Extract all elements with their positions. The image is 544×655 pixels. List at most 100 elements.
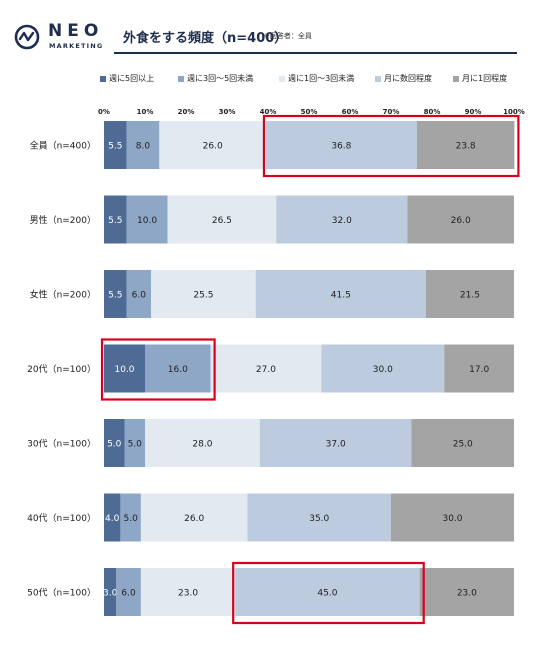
x-tick-label: 40% [260,108,277,116]
bar-value-label: 5.5 [108,142,122,152]
x-tick-label: 50% [301,108,318,116]
bar-value-label: 35.0 [309,514,329,524]
bar-value-label: 10.0 [137,216,157,226]
bar-value-label: 26.0 [451,216,471,226]
bar-value-label: 21.5 [460,291,480,301]
bar-value-label: 27.0 [256,365,276,375]
bar-value-label: 37.0 [326,440,346,450]
bar-segment [321,344,445,393]
legend-swatch [279,75,285,82]
bar-value-label: 5.5 [108,291,122,301]
bar-segment [419,568,514,616]
neo-logo-icon [14,24,40,50]
bar-segment [151,270,256,318]
respondent-note: ※回答者：全員 [264,32,312,40]
bar-segment [126,195,168,244]
bar-value-label: 30.0 [373,365,393,375]
bar-value-label: 4.0 [105,514,120,524]
bar-segment [276,195,408,244]
bar-value-label: 6.0 [132,291,147,301]
legend-label: 週に5回以上 [109,74,155,83]
bar-segment [407,195,514,244]
bar-segment [104,344,145,393]
bar-segment [425,270,514,318]
bar-value-label: 5.0 [123,514,138,524]
highlight-box [262,114,520,178]
bar-value-label: 32.0 [332,216,352,226]
bar-value-label: 6.0 [121,589,136,599]
legend-item: 週に1回～3回未満 [279,73,354,84]
bar-value-label: 23.0 [178,589,198,599]
bar-segment [411,419,514,467]
legend-swatch [178,75,184,82]
legend-item: 週に3回～5回未満 [178,73,253,84]
x-tick-label: 30% [219,108,236,116]
bar-value-label: 23.8 [456,142,476,152]
legend-swatch [100,75,106,82]
x-tick-label: 0% [98,108,110,116]
x-tick-label: 10% [137,108,154,116]
legend-label: 月に数回程度 [384,74,432,83]
bar-value-label: 45.0 [317,589,337,599]
x-tick-label: 100% [503,108,525,116]
bar-value-label: 25.0 [453,440,473,450]
legend-label: 月に1回程度 [462,74,508,83]
legend: 週に5回以上 週に3回～5回未満 週に1回～3回未満 月に数回程度 月に1回程度 [100,73,530,87]
bar-value-label: 25.5 [193,291,213,301]
x-tick-label: 20% [178,108,195,116]
legend-swatch [453,75,459,82]
bar-value-label: 5.0 [107,440,122,450]
bar-value-label: 23.0 [457,589,477,599]
legend-label: 週に3回～5回未満 [187,74,254,83]
legend-swatch [375,75,381,82]
bar-segment [145,419,260,467]
bar-segment [247,493,391,542]
bar-segment [126,121,160,169]
bar-segment [265,121,417,169]
bar-segment [444,344,514,393]
bar-value-label: 28.0 [192,440,212,450]
legend-item: 週に5回以上 [100,73,154,84]
bar-segment [235,568,420,616]
highlight-boxes [100,114,520,625]
bar-value-label: 26.0 [203,142,223,152]
bar-value-label: 26.0 [184,514,204,524]
bar-value-label: 16.0 [168,365,188,375]
bar-value-label: 17.0 [469,365,489,375]
bars: 5.5 8.0 26.0 36.8 23.8 5.5 10.0 26.5 32.0 26.0 5.5… [103,121,515,616]
legend-label: 週に1回～3回未満 [288,74,355,83]
category-label: 男性（n=200） [30,214,96,226]
bar-segment [167,195,277,244]
brand-sub: MARKETING [49,42,104,50]
highlight-box [100,338,216,401]
bar-segment [140,493,248,542]
bar-segment [124,419,145,467]
bar-value-label: 3.0 [103,589,118,599]
category-label: 50代（n=100） [27,588,96,599]
legend-item: 月に1回程度 [453,73,507,84]
bar-segment [140,568,236,616]
bar-segment [120,493,141,542]
category-label: 女性（n=200） [30,289,96,301]
category-label: 全員（n=400） [30,140,96,152]
x-tick-label: 80% [424,108,441,116]
bar-segment [255,270,426,318]
bar-segment [159,121,266,169]
bar-value-label: 41.5 [331,291,351,301]
x-tick-label: 60% [342,108,359,116]
bar-segment [116,568,141,616]
bar-segment [104,568,117,616]
bar-segment [104,419,125,467]
bar-segment [104,270,127,318]
bar-value-label: 26.5 [212,216,232,226]
highlight-box [232,561,425,625]
bar-segment [104,493,121,542]
bar-value-label: 5.0 [128,440,143,450]
category-labels: 全員（n=400） 男性（n=200） 女性（n=200） 20代（n=100） 30代… [27,140,96,599]
bar-segment [210,344,322,393]
bar-segment [145,344,211,393]
bar-value-label: 30.0 [442,514,462,524]
header: NEO MARKETING 外食をする頻度（n=400） ※回答者：全員 [0,0,544,60]
bar-segment [391,493,514,542]
